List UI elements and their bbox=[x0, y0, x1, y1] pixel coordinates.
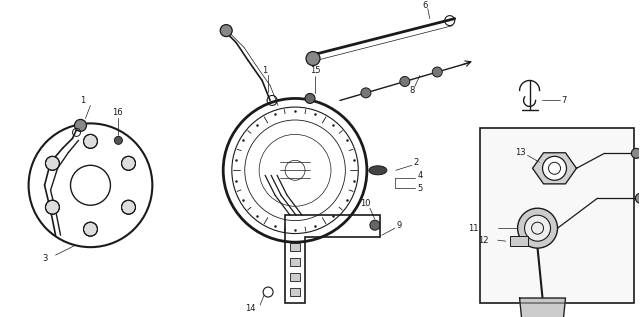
Text: 9: 9 bbox=[397, 221, 402, 230]
Circle shape bbox=[220, 25, 232, 36]
Text: 16: 16 bbox=[113, 108, 123, 117]
Text: 13: 13 bbox=[515, 148, 525, 157]
Circle shape bbox=[122, 200, 136, 214]
Bar bbox=[290, 288, 300, 296]
Circle shape bbox=[45, 200, 60, 214]
Text: 11: 11 bbox=[468, 224, 478, 233]
Circle shape bbox=[632, 148, 640, 158]
Circle shape bbox=[122, 156, 136, 170]
Bar bbox=[290, 273, 300, 281]
Circle shape bbox=[74, 120, 86, 131]
Circle shape bbox=[400, 76, 410, 87]
Text: 3: 3 bbox=[43, 254, 48, 262]
Circle shape bbox=[115, 136, 122, 144]
Polygon shape bbox=[532, 153, 577, 184]
Text: 4: 4 bbox=[418, 171, 423, 180]
Text: 8: 8 bbox=[410, 86, 415, 95]
Circle shape bbox=[83, 222, 97, 236]
Circle shape bbox=[636, 193, 640, 203]
Circle shape bbox=[306, 52, 320, 66]
Circle shape bbox=[432, 67, 442, 77]
Circle shape bbox=[525, 215, 550, 241]
Circle shape bbox=[518, 208, 557, 248]
Circle shape bbox=[83, 134, 97, 148]
Text: 12: 12 bbox=[477, 236, 488, 245]
Bar bbox=[290, 243, 300, 251]
Bar bbox=[509, 236, 527, 246]
Text: 1: 1 bbox=[81, 96, 86, 105]
Text: 6: 6 bbox=[423, 1, 428, 10]
Ellipse shape bbox=[369, 166, 387, 175]
Circle shape bbox=[361, 88, 371, 98]
Text: 5: 5 bbox=[418, 184, 423, 193]
Circle shape bbox=[45, 156, 60, 170]
Text: 1: 1 bbox=[262, 66, 268, 75]
Text: 7: 7 bbox=[561, 96, 567, 105]
Text: 2: 2 bbox=[414, 158, 419, 167]
Circle shape bbox=[370, 220, 380, 230]
Text: 14: 14 bbox=[245, 303, 255, 313]
Text: 15: 15 bbox=[310, 66, 321, 75]
Bar bbox=[479, 128, 634, 303]
Text: 10: 10 bbox=[360, 199, 371, 208]
Bar bbox=[290, 258, 300, 266]
Polygon shape bbox=[520, 298, 566, 317]
Circle shape bbox=[543, 156, 566, 180]
Circle shape bbox=[305, 94, 315, 103]
